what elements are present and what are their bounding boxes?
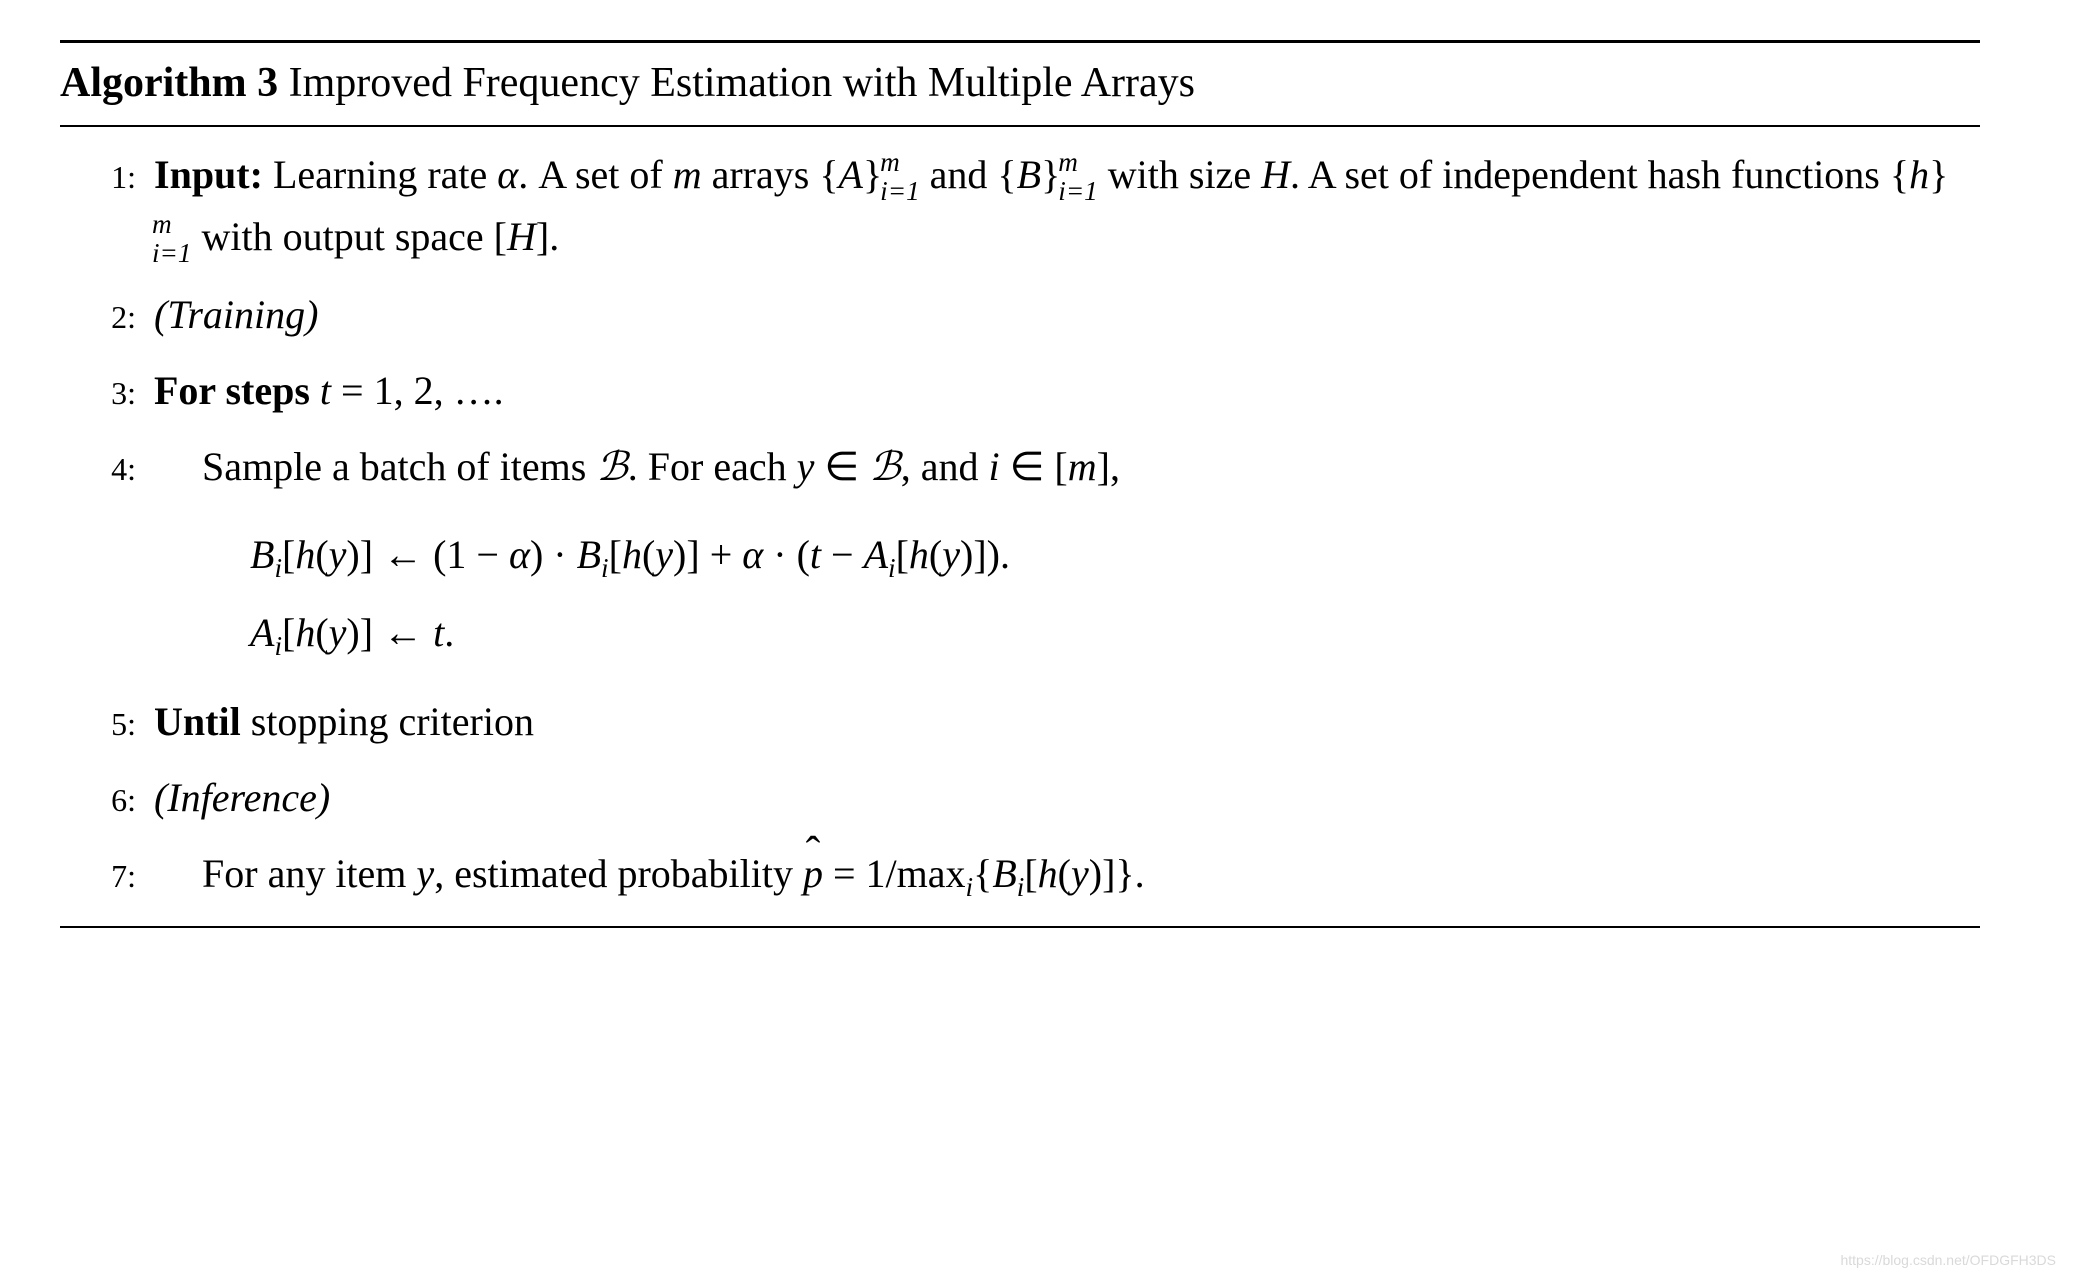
step-number: 3: — [70, 369, 154, 417]
step-body: For steps t = 1, 2, …. — [154, 361, 1980, 421]
for-keyword: For steps — [154, 368, 320, 413]
step-number: 4: — [70, 445, 154, 493]
step-2: 2: (Training) — [70, 285, 1980, 345]
step-body: For any item y, estimated probability p … — [154, 844, 1980, 908]
step-number: 1: — [70, 153, 154, 201]
step-body: (Training) — [154, 285, 1980, 345]
algorithm-title: Algorithm 3 Improved Frequency Estimatio… — [60, 51, 1980, 115]
step-1: 1: Input: Learning rate α. A set of m ar… — [70, 145, 1980, 269]
step-body: Sample a batch of items ℬ. For each y ∈ … — [154, 437, 1980, 497]
step-6: 6: (Inference) — [70, 768, 1980, 828]
step-number: 6: — [70, 776, 154, 824]
rule-top — [60, 40, 1980, 43]
equation-line-2: Ai[h(y)] ← t. — [250, 595, 1980, 673]
step-5: 5: Until stopping criterion — [70, 692, 1980, 752]
algorithm-box: Algorithm 3 Improved Frequency Estimatio… — [60, 40, 1980, 928]
step-number: 7: — [70, 852, 154, 900]
equation-block: Bi[h(y)] ← (1 − α) · Bi[h(y)] + α · (t −… — [250, 517, 1980, 672]
algorithm-label: Algorithm 3 — [60, 60, 278, 106]
watermark-text: https://blog.csdn.net/OFDGFH3DS — [1840, 1252, 2056, 1268]
step-number: 5: — [70, 700, 154, 748]
step-4: 4: Sample a batch of items ℬ. For each y… — [70, 437, 1980, 497]
input-keyword: Input: — [154, 152, 263, 197]
step-number: 2: — [70, 293, 154, 341]
algorithm-steps: 1: Input: Learning rate α. A set of m ar… — [60, 145, 1980, 908]
step-body: Until stopping criterion — [154, 692, 1980, 752]
p-hat: p — [803, 844, 823, 904]
rule-bottom — [60, 926, 1980, 928]
algorithm-caption: Improved Frequency Estimation with Multi… — [278, 60, 1195, 106]
sup-sub-stack: mi=1 — [880, 149, 920, 205]
step-body: Input: Learning rate α. A set of m array… — [154, 145, 1980, 269]
step-body: (Inference) — [154, 768, 1980, 828]
step-7: 7: For any item y, estimated probability… — [70, 844, 1980, 908]
step-3: 3: For steps t = 1, 2, …. — [70, 361, 1980, 421]
rule-mid — [60, 125, 1980, 127]
until-keyword: Until — [154, 699, 241, 744]
equation-line-1: Bi[h(y)] ← (1 − α) · Bi[h(y)] + α · (t −… — [250, 517, 1980, 595]
